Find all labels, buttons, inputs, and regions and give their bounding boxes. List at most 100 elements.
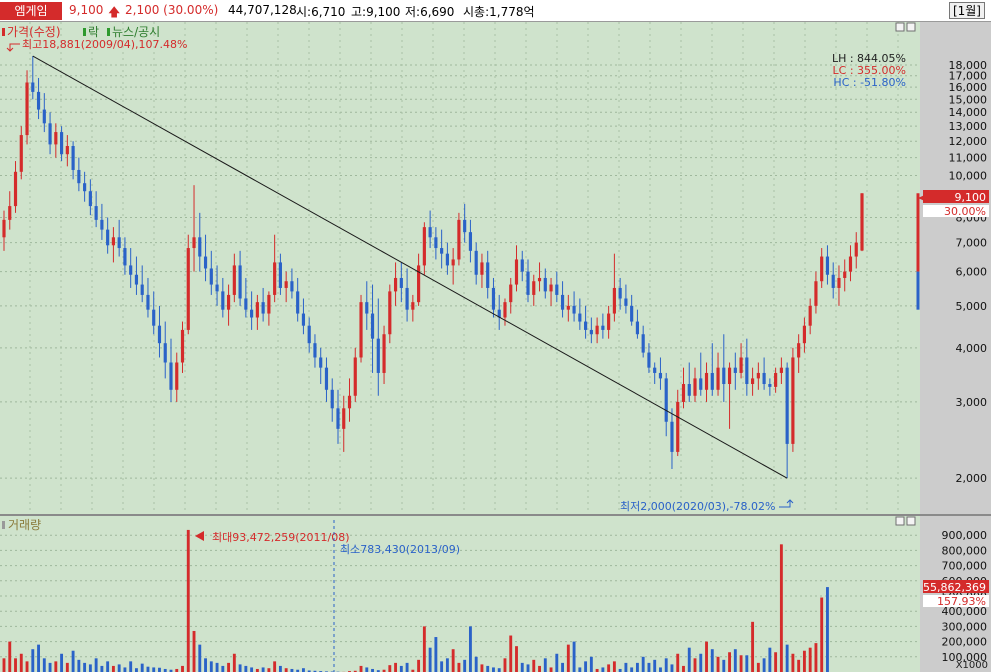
volume-bar [734,649,737,672]
current-volume-pct-tag: 157.93% [937,595,986,608]
price-candle-body [429,227,432,237]
volume-bar [198,645,201,672]
price-candle-body [31,82,34,91]
volume-bar [429,648,432,672]
price-candle-body [296,291,299,313]
price-candle-body [722,368,725,384]
volume-bar [365,667,368,672]
volume-bar [791,654,794,672]
price-candle-body [54,132,57,144]
price-candle-body [141,285,144,295]
price-candle-body [711,373,714,390]
volume-panel-close-icon[interactable] [907,517,915,525]
price-candle-body [221,291,224,309]
current-pct-tag: 30.00% [944,205,986,218]
price-candle-body [653,368,656,373]
volume-bar [193,631,196,672]
price-candle-body [233,265,236,294]
volume-bar [273,661,276,672]
period-button[interactable]: [1월] [949,2,985,19]
price-candle-body [100,220,103,230]
volume-tab[interactable]: 거래량 [8,518,41,532]
price-candle-body [371,314,374,339]
volume-unit-label: X1000 [956,660,988,671]
volume-bar [72,651,75,672]
volume-bar [803,651,806,672]
price-candle-body [434,237,437,248]
volume-bar [31,649,34,672]
price-tick-label: 6,000 [956,266,988,279]
volume-bar [147,667,150,672]
news-tab[interactable]: 뉴스/공시 [112,25,160,39]
volume-bar [89,664,92,672]
volume-bar [774,652,777,672]
lock-tab[interactable]: 락 [88,25,99,39]
stock-name-badge[interactable]: 엠게임 [0,2,62,20]
volume-bar [555,654,558,672]
price-candle-body [670,422,673,452]
price-panel-close-icon[interactable] [907,23,915,31]
price-candle-body [751,378,754,384]
price-candle-body [457,220,460,260]
volume-bar [682,666,685,672]
price-candle-body [336,408,339,429]
price-candle-body [319,357,322,367]
volume-bar [469,626,472,672]
price-candle-body [492,288,495,310]
price-candle-body [112,237,115,245]
current-volume-tag: 55,862,369 [923,581,986,594]
current-price-tag: 9,100 [955,191,987,204]
volume-bar [757,663,760,672]
volume-tick-label: 300,000 [942,620,988,633]
volume-bar [434,637,437,672]
volume-bar [509,636,512,672]
price-candle-body [446,254,449,266]
volume-bar [66,663,69,672]
volume-tab-marker [2,521,5,529]
volume-bar [544,658,547,672]
price-candle-body [832,275,835,288]
volume-bar [745,655,748,672]
min-annotation: 최저2,000(2020/03),-78.02% [620,500,793,513]
volume-bar [630,667,633,672]
volume-panel-minimize-icon[interactable] [896,517,904,525]
price-candle-body [152,310,155,326]
lock-tab-marker [83,28,86,36]
price-candle-body [601,326,604,330]
volume-bar [653,660,656,672]
price-candle-body [849,257,852,272]
volume-bar [181,666,184,672]
price-candle-body [181,330,184,363]
price-candle-body [14,172,17,206]
price-tick-label: 13,000 [949,120,988,133]
volume-bar [77,660,80,672]
price-candle-body [20,135,23,172]
price-candle-body [267,295,270,314]
volume-bar [699,654,702,672]
volume-bar [20,654,23,672]
volume-bar [112,666,115,672]
volume-bar [3,658,6,672]
price-candle-body [256,302,259,317]
volume-bar [671,664,674,672]
price-panel-minimize-icon[interactable] [896,23,904,31]
price-candle-body [624,298,627,305]
volume-bar [826,587,829,672]
volume-bar [550,667,553,672]
price-candle-body [365,302,368,313]
price-candle-body [129,265,132,274]
price-candle-body [791,357,794,443]
volume-bar [123,667,126,672]
price-candle-body [837,278,840,288]
price-tick-label: 2,000 [956,472,988,485]
price-candle-body [659,373,662,378]
volume-bar [216,663,219,672]
volume-bar [768,648,771,672]
volume-bar [95,658,98,672]
volume-bar [538,666,541,672]
price-panel-background [0,22,920,514]
price-candle-body [757,373,760,378]
volume-bar [751,622,754,672]
price-tab[interactable]: 가격(수정) [7,25,61,39]
volume-bar [797,660,800,672]
